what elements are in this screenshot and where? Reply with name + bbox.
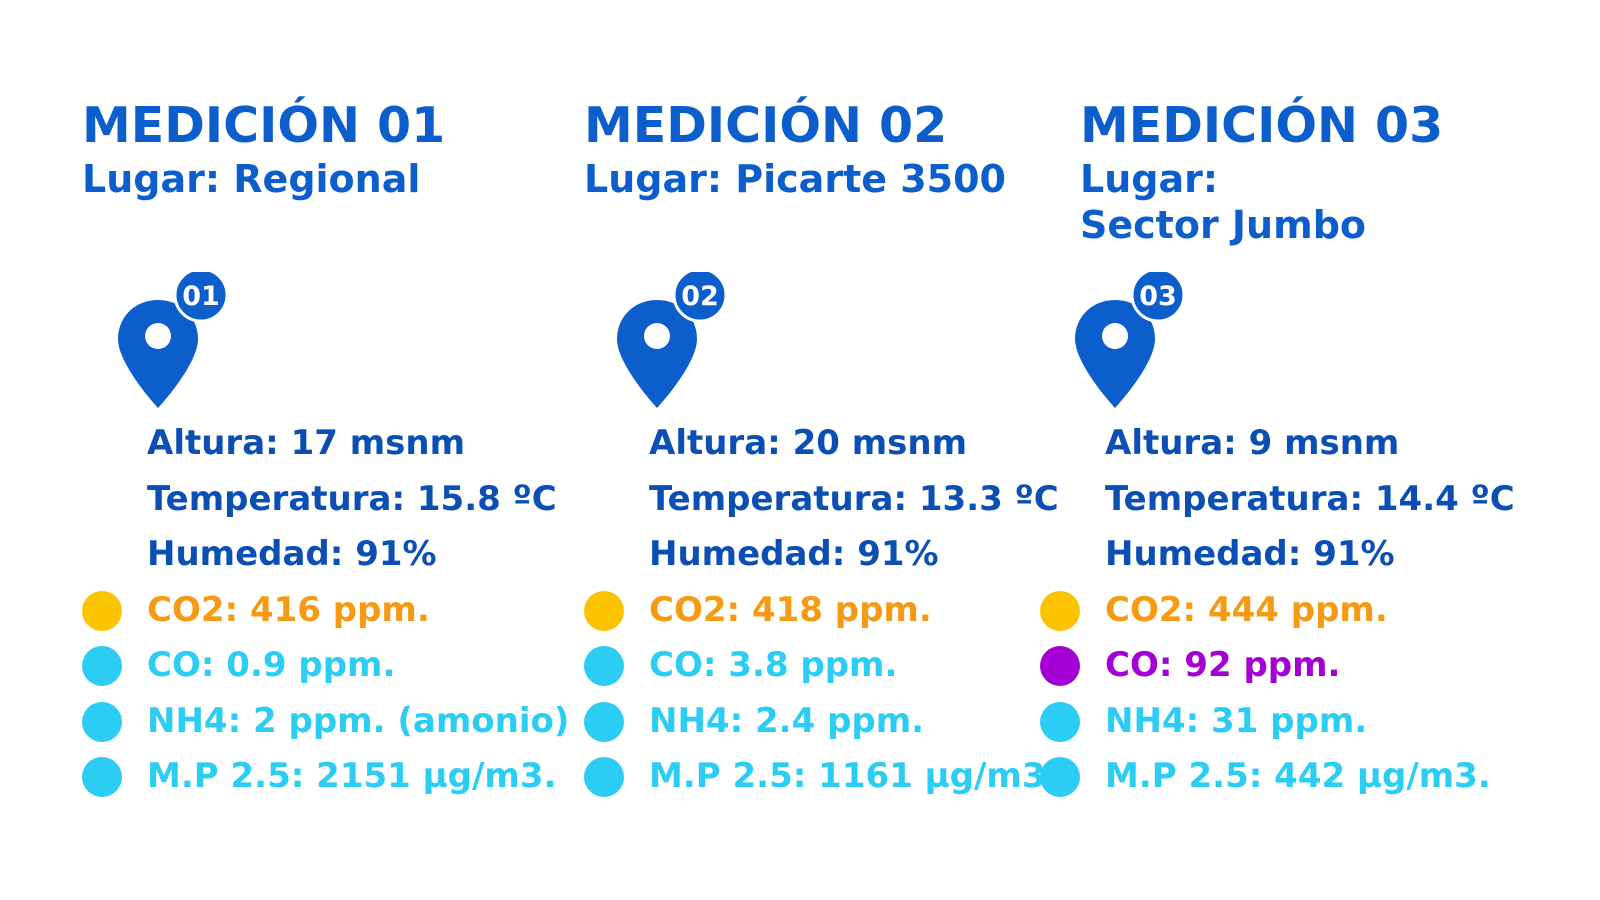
nh4-value: NH4: 2 ppm. (amonio) [147, 700, 570, 741]
pin-badge-number: 01 [182, 281, 220, 312]
measurement-title: MEDICIÓN 01 [82, 97, 446, 154]
humedad-row: Humedad: 91% [649, 534, 939, 574]
measurement-card-02: MEDICIÓN 02 Lugar: Picarte 3500 02 Altur… [584, 96, 1084, 797]
altura-row: Altura: 20 msnm [649, 423, 968, 463]
mp25-value: M.P 2.5: 1161 µg/m3. [649, 756, 1059, 796]
pin-hole [145, 323, 171, 349]
place-text: Lugar: Regional [82, 156, 512, 202]
co2-value: CO2: 418 ppm. [649, 589, 932, 630]
co-value: CO: 92 ppm. [1105, 645, 1341, 685]
measurement-title: MEDICIÓN 03 [1080, 97, 1444, 154]
pin-badge [173, 272, 229, 323]
humedad-row: Humedad: 91% [1105, 534, 1395, 574]
place-text: Lugar: Picarte 3500 [584, 156, 1014, 202]
measurement-card-03: MEDICIÓN 03 Lugar: Sector Jumbo 03 Altur… [1040, 96, 1540, 797]
status-dot [82, 646, 122, 686]
co-row: CO: 3.8 ppm. [584, 638, 1104, 694]
pin-badge-number: 02 [681, 281, 719, 312]
map-pin-icon: 01 [118, 272, 229, 408]
map-pin-icon: 02 [617, 272, 728, 408]
measurement-title: MEDICIÓN 02 [584, 97, 948, 154]
temperatura-row: Temperatura: 14.4 ºC [1105, 478, 1515, 519]
pin-shape [1075, 300, 1155, 408]
altura-row: Altura: 9 msnm [1105, 423, 1400, 463]
nh4-row: NH4: 2 ppm. (amonio) [82, 694, 602, 750]
co-row: CO: 0.9 ppm. [82, 638, 602, 694]
place-name: Picarte 3500 [735, 157, 1006, 201]
status-dot [1040, 701, 1080, 742]
nh4-value: NH4: 31 ppm. [1105, 700, 1368, 741]
mp25-row: M.P 2.5: 1161 µg/m3. [584, 749, 1104, 805]
nh4-row: NH4: 2.4 ppm. [584, 694, 1104, 750]
pin-badge-number: 03 [1139, 281, 1177, 312]
place-label: Lugar: [1080, 157, 1219, 201]
nh4-value: NH4: 2.4 ppm. [649, 700, 925, 741]
co-value: CO: 3.8 ppm. [649, 645, 898, 685]
place-label: Lugar: [82, 157, 221, 201]
stats-list: Altura: 20 msnm Temperatura: 13.3 ºC Hum… [584, 416, 1104, 805]
status-dot [584, 757, 624, 797]
mp25-value: M.P 2.5: 2151 µg/m3. [147, 756, 557, 796]
mp25-row: M.P 2.5: 2151 µg/m3. [82, 749, 602, 805]
place-label: Lugar: [584, 157, 723, 201]
co2-row: CO2: 444 ppm. [1040, 583, 1560, 639]
place-text: Lugar: Sector Jumbo [1080, 156, 1380, 248]
nh4-row: NH4: 31 ppm. [1040, 694, 1560, 750]
pin-hole [1102, 323, 1128, 349]
pin-badge [672, 272, 728, 323]
co2-value: CO2: 416 ppm. [147, 589, 430, 630]
altura-row: Altura: 17 msnm [147, 423, 466, 463]
co2-value: CO2: 444 ppm. [1105, 589, 1388, 630]
place-name: Regional [233, 157, 421, 201]
status-dot [1040, 590, 1080, 631]
co-row: CO: 92 ppm. [1040, 638, 1560, 694]
temperatura-row: Temperatura: 15.8 ºC [147, 478, 557, 519]
stats-list: Altura: 9 msnm Temperatura: 14.4 ºC Hume… [1040, 416, 1560, 805]
pin-badge [1130, 272, 1186, 323]
status-dot [584, 646, 624, 686]
stats-list: Altura: 17 msnm Temperatura: 15.8 ºC Hum… [82, 416, 602, 805]
map-pin-icon: 03 [1075, 272, 1186, 408]
place-name: Sector Jumbo [1080, 203, 1367, 247]
status-dot [1040, 646, 1080, 686]
pin-shape [617, 300, 697, 408]
status-dot [82, 701, 122, 742]
co2-row: CO2: 418 ppm. [584, 583, 1104, 639]
status-dot [1040, 757, 1080, 797]
temperatura-row: Temperatura: 13.3 ºC [649, 478, 1059, 519]
mp25-value: M.P 2.5: 442 µg/m3. [1105, 756, 1491, 796]
co-value: CO: 0.9 ppm. [147, 645, 396, 685]
status-dot [584, 701, 624, 742]
status-dot [584, 590, 624, 631]
measurement-card-01: MEDICIÓN 01 Lugar: Regional 01 Altura: 1… [82, 96, 582, 797]
pin-hole [644, 323, 670, 349]
co2-row: CO2: 416 ppm. [82, 583, 602, 639]
pin-shape [118, 300, 198, 408]
humedad-row: Humedad: 91% [147, 534, 437, 574]
status-dot [82, 590, 122, 631]
status-dot [82, 757, 122, 797]
mp25-row: M.P 2.5: 442 µg/m3. [1040, 749, 1560, 805]
